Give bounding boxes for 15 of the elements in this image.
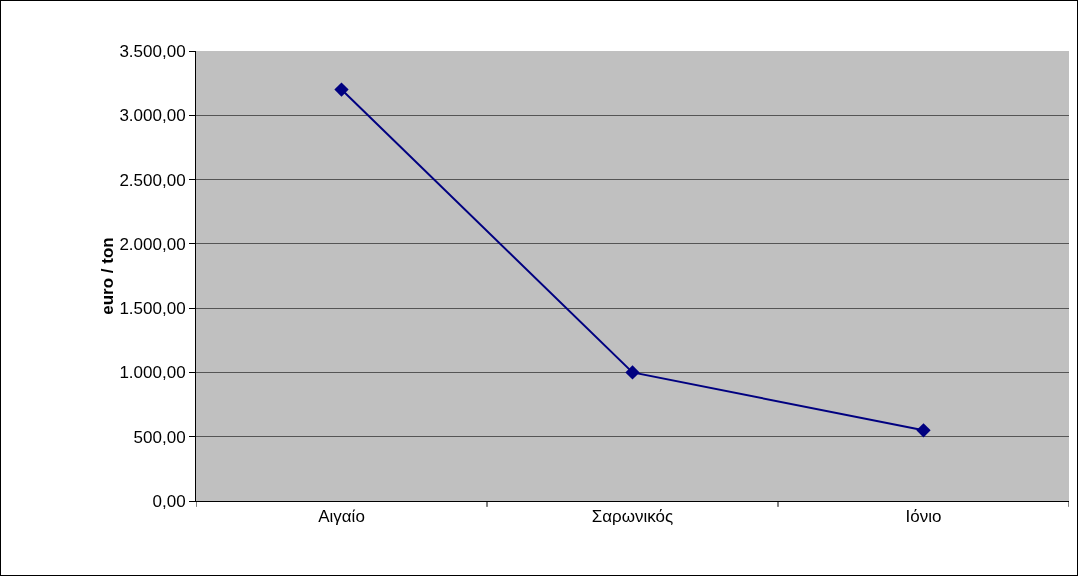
- y-tick-label: 2.000,00: [119, 234, 186, 254]
- point: [625, 365, 640, 380]
- y-axis-title: euro / ton: [98, 237, 118, 315]
- y-tick-label: 1.000,00: [119, 363, 186, 383]
- x-tick-label: Αιγαίο: [318, 507, 365, 527]
- y-tick-label: 3.000,00: [119, 106, 186, 126]
- y-tick-label: 500,00: [133, 427, 186, 447]
- x-tick-label: Ιόνιο: [905, 507, 942, 527]
- y-tick-label: 3.500,00: [119, 41, 186, 61]
- x-tick-label: Σαρωνικός: [591, 507, 674, 527]
- y-tick-label: 0,00: [152, 491, 186, 511]
- y-tick-label: 2.500,00: [119, 170, 186, 190]
- point: [334, 82, 349, 97]
- y-tick-label: 1.500,00: [119, 299, 186, 319]
- point: [916, 423, 931, 438]
